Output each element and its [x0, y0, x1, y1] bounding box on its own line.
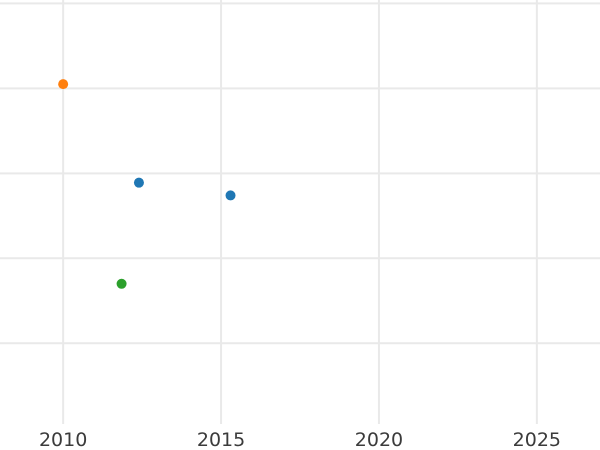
- scatter-point-green: [116, 278, 127, 289]
- x-tick-label-2010: 2010: [39, 429, 87, 450]
- x-tick-label-2015: 2015: [197, 429, 245, 450]
- x-tick-label-2025: 2025: [513, 429, 561, 450]
- x-tick-label-2020: 2020: [355, 429, 403, 450]
- scatter-point-blue: [225, 190, 236, 201]
- scatter-point-blue: [133, 177, 144, 188]
- scatter-point-orange: [58, 79, 69, 90]
